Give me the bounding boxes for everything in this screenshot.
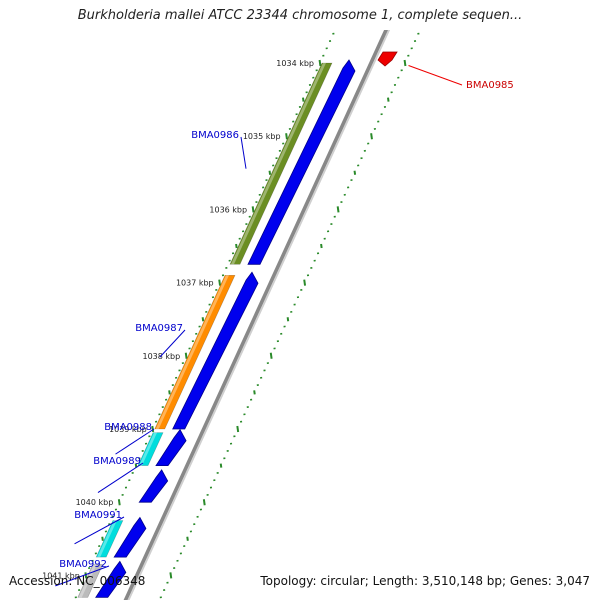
- scale-tick-label: 1035 kbp: [243, 132, 281, 141]
- outer-scale-tick: [202, 499, 206, 506]
- scale-tick-label: 1038 kbp: [142, 352, 180, 361]
- gene-label-leader: [408, 65, 463, 86]
- gene-label-leader: [74, 516, 125, 545]
- gene-feature-bar[interactable]: [229, 62, 333, 265]
- scale-tick-label: 1040 kbp: [76, 498, 114, 507]
- gene-label-leader: [55, 565, 110, 587]
- accession-text: Accession: NC_006348: [9, 574, 146, 588]
- gene-arrow-forward[interactable]: [172, 271, 259, 430]
- gene-feature-bar-shine: [139, 432, 158, 466]
- inner-scale-tick: [268, 170, 272, 175]
- gene-arrow-forward[interactable]: [95, 560, 127, 598]
- outer-scale-tick: [320, 243, 323, 249]
- inner-scale-tick: [318, 59, 322, 67]
- gene-label-leader: [97, 462, 144, 493]
- inner-scale-tick: [117, 499, 121, 506]
- gene-label[interactable]: BMA0985: [466, 80, 514, 91]
- gene-feature-bar[interactable]: [95, 520, 124, 558]
- inner-scale-tick: [84, 572, 88, 579]
- inner-scale-tick: [168, 390, 171, 395]
- gene-feature-bar-shine: [97, 520, 117, 558]
- scale-tick-label: 1041 kbp: [42, 571, 80, 580]
- gene-label[interactable]: BMA0991: [74, 510, 122, 521]
- gene-label[interactable]: BMA0989: [93, 456, 141, 467]
- outer-scale-tick: [269, 352, 273, 359]
- inner-scale-tick: [235, 243, 238, 249]
- outer-scale-tick: [303, 279, 307, 286]
- chromosome-backbone: [123, 30, 391, 600]
- gene-feature-bar-shine: [155, 275, 229, 429]
- scale-tick-label: 1036 kbp: [209, 205, 247, 214]
- inner-scale-tick: [302, 97, 305, 102]
- backbone-highlight: [127, 30, 391, 600]
- gene-feature-bar[interactable]: [137, 432, 164, 466]
- outer-scale-tick: [336, 206, 340, 213]
- gene-arrow-forward[interactable]: [113, 516, 147, 558]
- genome-summary-text: Topology: circular; Length: 3,510,148 bp…: [260, 574, 590, 588]
- inner-scale-tick: [184, 352, 188, 359]
- gene-label-leader: [240, 136, 247, 169]
- gene-arrow-forward[interactable]: [138, 469, 169, 503]
- scale-ruler: 1034 kbp 1035 kbp 1036 kbp 1037 kbp 1038 kbp…: [42, 32, 420, 599]
- outer-scale-tick: [353, 170, 357, 175]
- outer-scale-tick: [219, 463, 223, 468]
- outer-scale-tick: [186, 536, 189, 541]
- gene-tracks: [77, 51, 398, 598]
- gene-label[interactable]: BMA0988: [104, 422, 152, 433]
- scale-tick-label: 1034 kbp: [276, 59, 314, 68]
- inner-scale-tick: [101, 536, 104, 541]
- backbone-line: [123, 30, 389, 600]
- gene-label[interactable]: BMA0992: [59, 559, 107, 570]
- outer-scale-tick: [387, 97, 390, 102]
- gene-arrow-forward[interactable]: [247, 59, 356, 265]
- outer-scale-tick: [370, 133, 373, 140]
- map-title: Burkholderia mallei ATCC 23344 chromosom…: [77, 8, 523, 23]
- gene-label[interactable]: BMA0986: [191, 130, 239, 141]
- gene-label-leader: [159, 329, 186, 358]
- gene-feature-bar[interactable]: [77, 564, 104, 598]
- gene-arrow-reverse[interactable]: [377, 51, 398, 67]
- outer-scale-tick: [236, 425, 240, 433]
- outer-scale-tick: [403, 59, 407, 67]
- inner-scale-tick: [151, 425, 155, 433]
- inner-scale-tick: [218, 279, 222, 286]
- gene-feature-bar-shine: [231, 63, 326, 265]
- outer-scale-tick: [169, 572, 173, 579]
- inner-scale-tick: [201, 317, 205, 322]
- outer-scale-tick: [286, 317, 290, 322]
- scale-tick-label: 1037 kbp: [176, 279, 214, 288]
- gene-feature-bar[interactable]: [154, 274, 236, 430]
- gene-arrow-forward[interactable]: [155, 428, 187, 467]
- inner-scale-tick: [285, 133, 288, 140]
- gene-labels: BMA0985 BMA0986 BMA0987 BMA0988 BMA0989 BMA09…: [55, 65, 514, 587]
- scale-tick-label: 1039 kbp: [109, 425, 147, 434]
- inner-scale-tick: [251, 206, 255, 213]
- gene-label-leader: [115, 428, 155, 455]
- outer-scale-tick: [253, 390, 256, 395]
- gene-label[interactable]: BMA0987: [135, 323, 183, 334]
